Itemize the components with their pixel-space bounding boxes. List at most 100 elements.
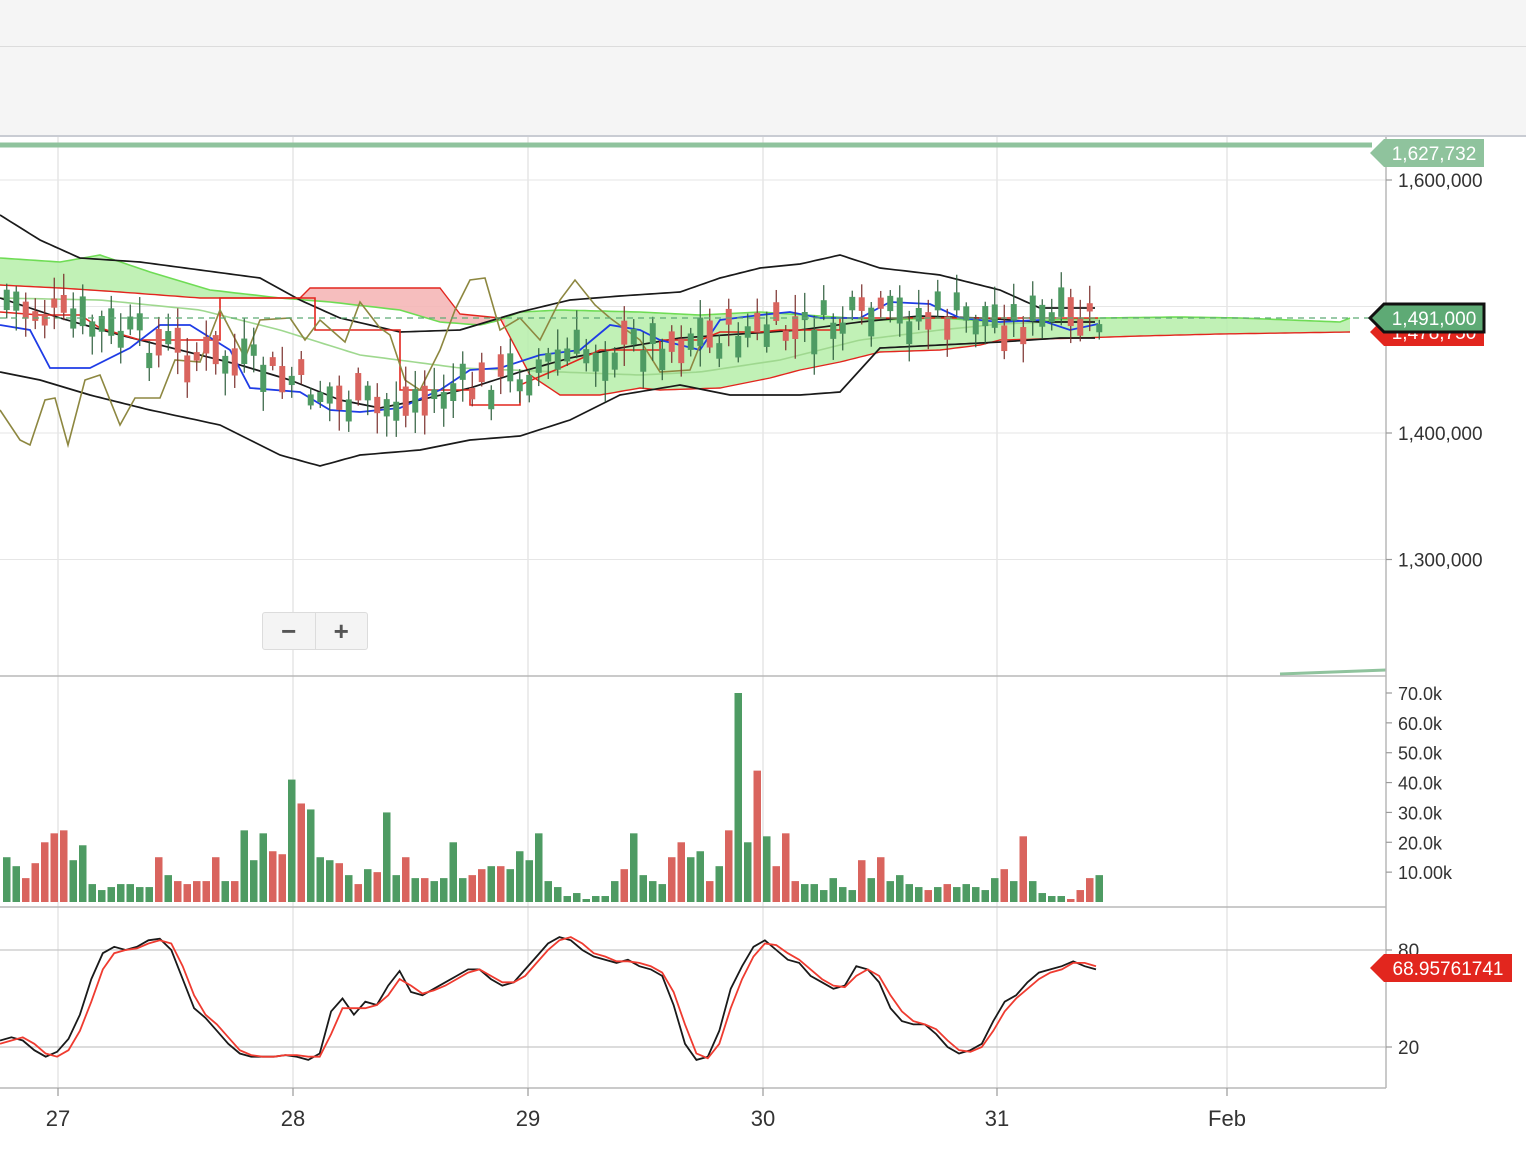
- candle-body: [887, 295, 894, 312]
- volume-tick-label: 70.0k: [1398, 684, 1443, 704]
- volume-tick-label: 50.0k: [1398, 744, 1443, 764]
- volume-bar: [354, 884, 362, 902]
- volume-bar: [943, 884, 951, 902]
- stochastic-value-tag-text: 68.95761741: [1393, 959, 1504, 980]
- candle-body: [260, 364, 267, 392]
- candle: [440, 374, 447, 427]
- candle-body: [307, 394, 314, 406]
- volume-bar: [839, 887, 847, 902]
- candle-body: [279, 366, 286, 393]
- volume-bar: [1067, 899, 1075, 902]
- kijun-sen-line: [0, 297, 1098, 406]
- moving-average-line: [0, 297, 1099, 376]
- volume-tick-label: 20.0k: [1398, 833, 1443, 853]
- candle-body: [678, 338, 685, 364]
- candle: [535, 348, 542, 387]
- candle: [687, 327, 694, 357]
- volume-bar: [867, 878, 875, 902]
- candle-body: [421, 385, 428, 416]
- candle-body: [127, 316, 134, 330]
- candle: [1020, 316, 1027, 363]
- volume-bar: [725, 830, 733, 902]
- candle-body: [811, 329, 818, 355]
- candle: [630, 319, 637, 352]
- candle-body: [706, 320, 713, 348]
- candle: [991, 286, 998, 334]
- volume-bar: [107, 887, 115, 902]
- candle: [269, 351, 276, 371]
- volume-bar: [601, 896, 609, 902]
- candle: [754, 298, 761, 341]
- volume-bar: [117, 884, 125, 902]
- candle-body: [3, 289, 10, 311]
- candle: [488, 385, 495, 421]
- date-tick-label: 30: [751, 1106, 775, 1131]
- candle-body: [108, 308, 115, 336]
- candle-body: [222, 355, 229, 374]
- price-chart[interactable]: 1,600,000 1,400,000 1,300,000 70.0k 60.0k 50.…: [0, 137, 1526, 1150]
- candle: [640, 331, 647, 389]
- candle-body: [288, 375, 295, 386]
- candle-body: [336, 385, 343, 410]
- date-tick-label: 28: [281, 1106, 305, 1131]
- volume-bar: [1076, 890, 1084, 902]
- volume-bar: [1019, 836, 1027, 902]
- volume-bar: [1038, 893, 1046, 902]
- candle: [744, 313, 751, 348]
- last-price-tag-background: [1367, 302, 1486, 334]
- candle: [336, 375, 343, 431]
- volume-bar: [487, 866, 495, 902]
- candle: [877, 290, 884, 319]
- candle: [98, 310, 105, 353]
- volume-bar: [41, 842, 49, 902]
- candle: [393, 381, 400, 437]
- candle-body: [621, 320, 628, 345]
- candle-body: [165, 331, 172, 345]
- candle: [421, 370, 428, 435]
- candle: [763, 311, 770, 353]
- candle: [1029, 281, 1036, 336]
- candle-body: [583, 349, 590, 364]
- zoom-out-button[interactable]: −: [281, 615, 297, 646]
- candle-body: [725, 308, 732, 325]
- ichimoku-cloud-bull-0: [0, 255, 285, 299]
- candle: [611, 347, 618, 378]
- volume-bar: [801, 884, 809, 902]
- candle-body: [317, 392, 324, 403]
- candle-body: [32, 311, 39, 321]
- candle: [32, 298, 39, 330]
- candle: [1086, 285, 1093, 332]
- zoom-in-button[interactable]: +: [314, 613, 368, 649]
- candle: [1067, 288, 1074, 344]
- candle: [545, 347, 552, 379]
- volume-bar: [649, 881, 657, 902]
- candle-body: [868, 307, 875, 337]
- volume-bar: [392, 875, 400, 902]
- candle: [1010, 283, 1017, 337]
- candle: [1058, 272, 1065, 326]
- candle: [735, 322, 742, 363]
- chikou-span-line: [0, 277, 703, 449]
- candle: [117, 313, 124, 364]
- candle-body: [431, 389, 438, 400]
- candle: [526, 369, 533, 403]
- candle-body: [564, 348, 571, 362]
- volume-bar: [630, 833, 638, 902]
- candle: [982, 301, 989, 345]
- volume-bar: [772, 866, 780, 902]
- candle-body: [117, 330, 124, 348]
- top-bar: [0, 0, 1526, 47]
- bollinger-middle-band: [0, 297, 1095, 409]
- candle-body: [364, 385, 371, 401]
- volume-bar: [506, 869, 514, 902]
- candle: [51, 277, 58, 330]
- candle: [298, 351, 305, 385]
- volume-bar: [516, 851, 524, 902]
- candle: [260, 356, 267, 411]
- price-panel: [0, 142, 1387, 676]
- candle-body: [934, 291, 941, 311]
- chart-toolbar: [0, 47, 1526, 137]
- candle-body: [592, 352, 599, 372]
- candle-body: [393, 401, 400, 421]
- candle-body: [155, 329, 162, 356]
